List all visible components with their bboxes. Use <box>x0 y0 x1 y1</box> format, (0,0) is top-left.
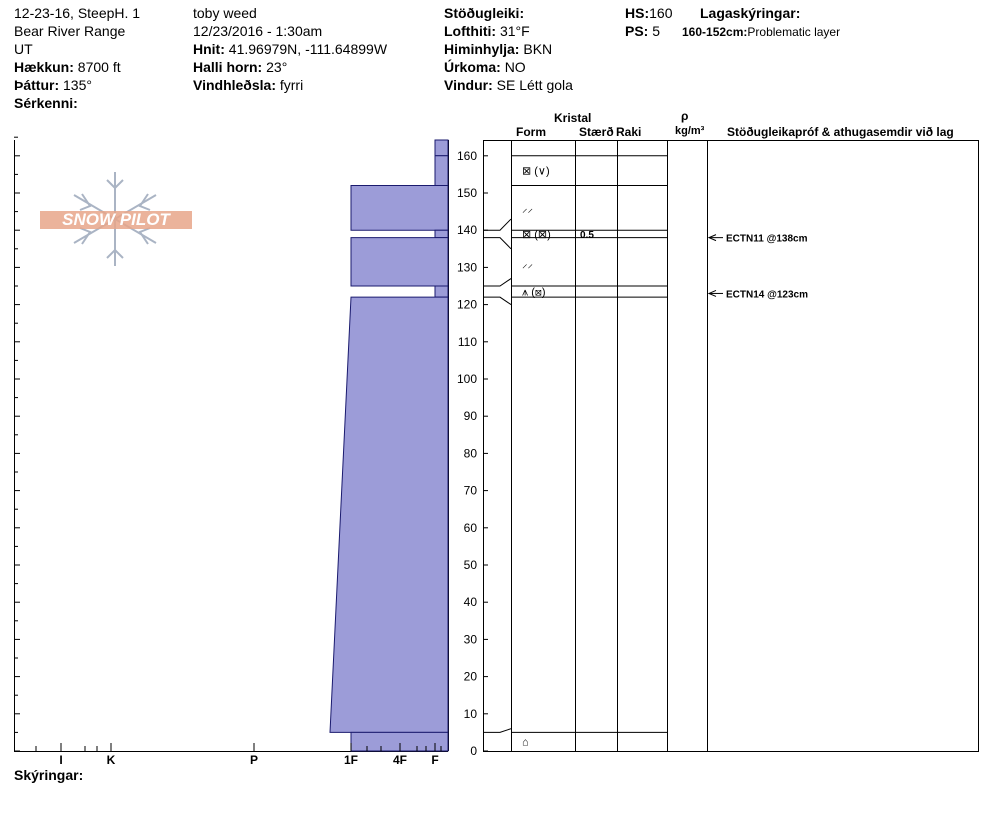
header-site-info: 12-23-16, SteepH. 1 Bear River Range UT … <box>14 4 140 112</box>
hardness-tick-label: 4F <box>393 753 407 767</box>
slope-row: Halli horn: 23° <box>193 59 288 75</box>
layer-connector <box>483 218 512 231</box>
logo-text: SNOW PILOT <box>62 210 171 229</box>
depth-tick-label: 40 <box>464 595 478 609</box>
crystal-form: ⊠ (∨) <box>522 166 550 178</box>
windload-row: Vindhleðsla: fyrri <box>193 77 304 93</box>
col-form: Form <box>516 125 546 139</box>
hardness-tick-label: K <box>107 753 116 767</box>
header-weather-info: Stöðugleiki: Lofthiti: 31°F Himinhylja: … <box>444 4 573 94</box>
ps-row: PS: 5 <box>625 23 661 39</box>
crystal-table <box>483 140 979 752</box>
depth-tick-label: 60 <box>464 521 478 535</box>
depth-tick-label: 120 <box>457 298 477 312</box>
col-density: kg/m³ <box>675 125 705 137</box>
col-crystal: Kristal <box>554 111 591 125</box>
test-arrowhead <box>707 234 717 242</box>
column-headers: Kristal Form Stærð Raki ρ kg/m³ Stöðugle… <box>516 109 954 139</box>
hardness-tick-label: I <box>59 753 62 767</box>
depth-tick-label: 160 <box>457 149 477 163</box>
observation-datetime: 12/23/2016 - 1:30am <box>193 23 323 39</box>
depth-tick-label: 130 <box>457 260 477 274</box>
hardness-bar <box>350 237 449 287</box>
layer-boundary-lines <box>483 155 667 733</box>
state-name: UT <box>14 41 33 57</box>
features-row: Sérkenni: <box>14 95 78 111</box>
depth-tick-label: 110 <box>458 335 477 349</box>
hardness-bars <box>329 139 449 752</box>
header-observer-info: toby weed 12/23/2016 - 1:30am Hnit: 41.9… <box>193 4 387 94</box>
crystal-rows: ⊠ (∨) ⸝⸝ ⊠ (⊠) 0.5 ⸝⸝ ⩚ (⊠) ⌂ <box>522 166 594 749</box>
hardness-tick-label: P <box>250 753 258 767</box>
notes-label: Skýringar: <box>14 767 84 783</box>
range-name: Bear River Range <box>14 23 126 39</box>
hardness-tick-label: 1F <box>344 753 358 767</box>
layer-note: 160-152cm:Problematic layer <box>682 25 841 39</box>
depth-tick-label: 80 <box>464 446 478 460</box>
snowpilot-logo: SNOW PILOT <box>40 172 192 266</box>
depth-tick-label: 140 <box>457 223 477 237</box>
airtemp-row: Lofthiti: 31°F <box>444 23 530 39</box>
elevation-row: Hækkun: 8700 ft <box>14 59 121 75</box>
depth-tick-label: 150 <box>457 186 477 200</box>
layer-connector <box>483 296 512 306</box>
stability-tests: ECTN11 @138cm ECTN14 @123cm <box>707 234 808 300</box>
layers-heading: Lagaskýringar: <box>700 5 801 21</box>
hardness-bar <box>434 139 449 157</box>
crystal-form: ⸝⸝ <box>522 203 533 215</box>
hs-row: HS:160 <box>625 5 673 21</box>
depth-tick-label: 50 <box>464 558 478 572</box>
depth-tick-label: 90 <box>464 409 478 423</box>
depth-tick-label: 100 <box>457 372 477 386</box>
hardness-bar <box>434 229 449 239</box>
wind-row: Vindur: SE Létt gola <box>444 77 573 93</box>
layer-connector <box>483 278 512 287</box>
coords-row: Hnit: 41.96979N, -111.64899W <box>193 41 388 57</box>
header-depth-info: HS:160 PS: 5 <box>625 4 672 40</box>
depth-tick-label: 0 <box>470 744 477 758</box>
sky-row: Himinhylja: BKN <box>444 41 553 57</box>
crystal-size: 0.5 <box>580 230 594 241</box>
depth-tick-label: 10 <box>464 707 478 721</box>
col-size: Stærð <box>579 125 614 139</box>
depth-tick-label: 20 <box>464 670 478 684</box>
test-label: ECTN14 @123cm <box>726 289 808 300</box>
pit-name: 12-23-16, SteepH. 1 <box>14 5 141 21</box>
hardness-bar <box>350 185 449 231</box>
hardness-bar <box>434 285 449 298</box>
hardness-axis: I K P 1F 4F F <box>35 743 442 767</box>
aspect-row: Þáttur: 135° <box>14 77 92 93</box>
depth-tick-label: 30 <box>464 632 478 646</box>
crystal-form: ⸝⸝ <box>522 259 533 271</box>
crystal-form: ⌂ <box>522 737 529 749</box>
hardness-tick-label: F <box>431 753 438 767</box>
test-label: ECTN11 @138cm <box>726 234 808 245</box>
col-tests: Stöðugleikapróf & athugasemdir við lag <box>727 125 954 139</box>
left-depth-ticks <box>14 136 20 752</box>
precip-row: Úrkoma: NO <box>444 59 526 75</box>
depth-tick-label: 70 <box>464 484 478 498</box>
layer-connector <box>483 237 512 250</box>
observer-name: toby weed <box>193 5 257 21</box>
layer-connector <box>483 728 512 733</box>
col-rho: ρ <box>681 109 688 123</box>
crystal-form: ⩚ (⊠) <box>522 287 546 299</box>
crystal-form: ⊠ (⊠) <box>522 229 551 241</box>
hardness-bar <box>434 155 449 187</box>
hardness-bar <box>329 296 449 733</box>
col-moisture: Raki <box>616 125 641 139</box>
test-arrowhead <box>707 289 717 297</box>
stability-row: Stöðugleiki: <box>444 5 525 21</box>
